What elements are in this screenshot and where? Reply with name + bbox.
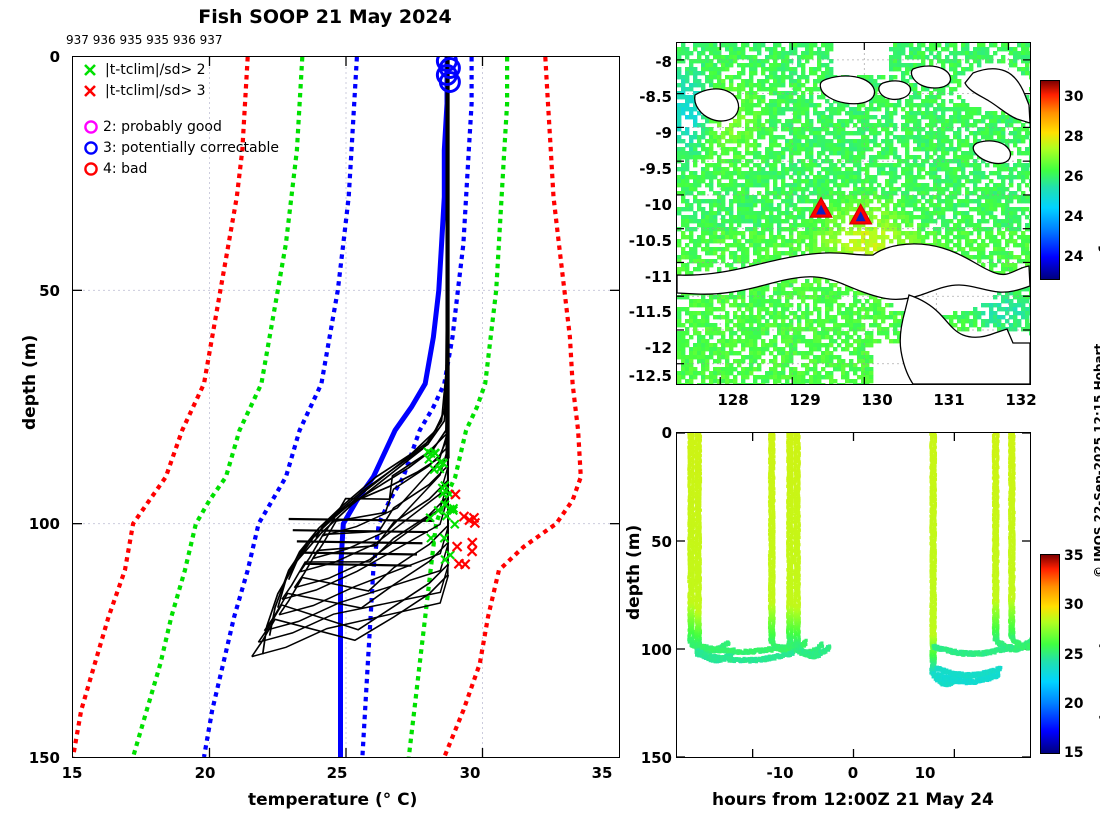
map-plot-area [676, 42, 1031, 385]
ts-ytick-100: 100 [640, 641, 672, 659]
sst-cbtick-26: 24 [1064, 209, 1084, 225]
x-marker-icon [84, 85, 96, 97]
ts-cbtick-20: 20 [1064, 696, 1084, 712]
circle-marker-icon [84, 120, 98, 134]
map-xtick-129: 129 [789, 391, 821, 409]
ts-cbtick-30: 30 [1064, 597, 1084, 613]
profile-xtick-30: 30 [459, 764, 481, 782]
ts-xtick-10: 10 [914, 764, 936, 782]
sst-cbtick-24: 24 [1064, 249, 1084, 265]
map-xtick-132: 132 [1005, 391, 1037, 409]
legend-item-flag3: 3: potentially correctable [82, 139, 279, 157]
ts-cbtick-15: 15 [1064, 745, 1084, 761]
map-ytick-125: -12.5 [628, 367, 672, 385]
legend-label-flag4: 4: bad [103, 161, 148, 177]
legend-label-flag2: 2: probably good [103, 119, 222, 135]
profile-y-axis-label: depth (m) [20, 334, 40, 430]
temperature-colorbar [1040, 554, 1060, 754]
figure-title: Fish SOOP 21 May 2024 [198, 6, 452, 28]
profile-xtick-25: 25 [326, 764, 348, 782]
map-ytick-105: -10.5 [628, 232, 672, 250]
circle-marker-icon [84, 141, 98, 155]
ts-cbtick-25: 25 [1064, 647, 1084, 663]
map-ytick-8: -8 [655, 53, 672, 71]
profile-xtick-35: 35 [591, 764, 613, 782]
ts-xtick-neg10: -10 [766, 764, 794, 782]
ts-xtick-0: 0 [847, 764, 859, 782]
profile-plot-area [72, 56, 620, 758]
profile-ytick-100: 100 [28, 515, 60, 533]
sst-colorbar [1040, 80, 1060, 280]
map-plot-svg [677, 43, 1030, 384]
x-marker-icon [84, 64, 96, 76]
ts-ytick-50: 50 [651, 533, 672, 551]
circle-marker-icon [84, 162, 98, 176]
map-ytick-115: -11.5 [628, 303, 672, 321]
map-ytick-11: -11 [644, 268, 672, 286]
profile-ytick-0: 0 [49, 48, 60, 66]
legend-label-green-x: |t-tclim|/sd> 2 [105, 62, 206, 78]
profile-plot-svg [73, 57, 619, 757]
profile-counts: 937 936 935 935 936 937 [66, 33, 223, 47]
timeseries-plot-area [676, 432, 1031, 758]
legend-item-red-x: |t-tclim|/sd> 3 [82, 83, 206, 99]
profile-x-axis-label: temperature (° C) [248, 790, 417, 810]
map-xtick-130: 130 [861, 391, 893, 409]
legend-item-flag2: 2: probably good [82, 118, 222, 136]
legend-label-red-x: |t-tclim|/sd> 3 [105, 83, 206, 99]
ts-cbtick-35: 35 [1064, 548, 1084, 564]
profile-ytick-150: 150 [28, 749, 60, 767]
profile-x-axis-label-text: temperature (° C) [248, 790, 418, 810]
sst-cbtick-28: 26 [1064, 169, 1084, 185]
temperature-colorbar-gradient [1041, 555, 1059, 753]
map-ytick-10: -10 [644, 196, 672, 214]
map-ytick-12: -12 [644, 339, 672, 357]
temperature-colorbar-label: temperature [1096, 613, 1100, 720]
map-xtick-128: 128 [717, 391, 749, 409]
timeseries-x-axis-label: hours from 12:00Z 21 May 24 [712, 790, 994, 810]
map-ytick-85: -8.5 [639, 88, 672, 106]
sst-cbtick-32: 30 [1064, 89, 1084, 105]
sst-colorbar-gradient [1041, 81, 1059, 279]
profile-xtick-15: 15 [61, 764, 83, 782]
timeseries-plot-svg [677, 433, 1030, 757]
legend-label-flag3: 3: potentially correctable [103, 140, 279, 156]
map-ytick-95: -9.5 [639, 160, 672, 178]
legend-item-flag4: 4: bad [82, 160, 147, 178]
map-ytick-9: -9 [655, 124, 672, 142]
copyright-text: © IMOS 22-Sep-2025 12:15 Hobart [1092, 343, 1100, 578]
sst-colorbar-label: surface temperature [1096, 217, 1100, 280]
ts-ytick-150: 150 [640, 749, 672, 767]
ts-ytick-0: 0 [661, 424, 672, 442]
map-xtick-131: 131 [933, 391, 965, 409]
profile-ytick-50: 50 [39, 282, 60, 300]
profile-xtick-20: 20 [194, 764, 216, 782]
legend-item-green-x: |t-tclim|/sd> 2 [82, 62, 206, 78]
sst-cbtick-30: 28 [1064, 129, 1084, 145]
